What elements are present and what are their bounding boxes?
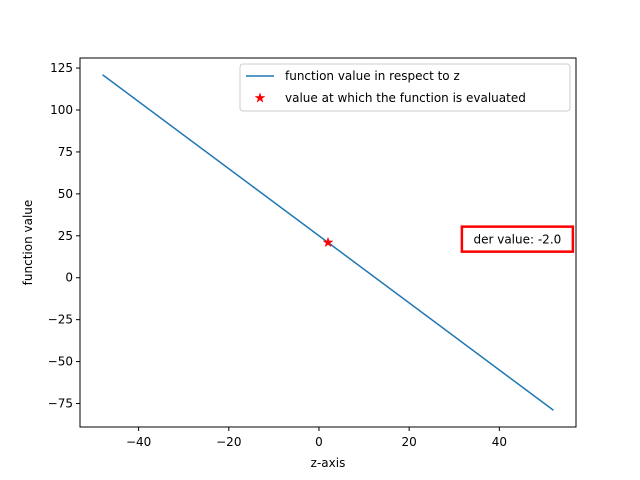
axes-frame: [79, 57, 577, 428]
x-tick-label: 20: [402, 435, 417, 449]
annotation-box: [460, 225, 575, 253]
data-layer: [102, 74, 554, 411]
evaluation-point-marker: [322, 236, 334, 248]
y-tick-label: −25: [48, 313, 73, 327]
y-tick-label: 50: [58, 187, 73, 201]
legend: function value in respect to z value at w…: [239, 63, 571, 112]
y-axis-label: function value: [21, 200, 35, 286]
x-tick-label: −40: [126, 435, 151, 449]
legend-star-swatch: [254, 92, 266, 103]
y-axis-ticks: −75 −50 −25 0 25 50 75 100 125: [48, 61, 80, 411]
y-tick-label: 25: [58, 229, 73, 243]
x-axis-label: z-axis: [311, 456, 346, 470]
y-tick-label: 100: [50, 103, 73, 117]
y-tick-label: −50: [48, 355, 73, 369]
y-tick-label: 75: [58, 145, 73, 159]
y-tick-label: 125: [50, 61, 73, 75]
annotation-text: der value: -2.0: [473, 233, 561, 247]
legend-box: [239, 63, 571, 112]
annotations: der value: -2.0: [460, 225, 575, 253]
x-axis-ticks: −40 −20 0 20 40: [126, 427, 507, 449]
x-tick-label: 0: [315, 435, 323, 449]
plot-area: −40 −20 0 20 40 −75 −50 −25 0 25 50 75 100 125: [48, 57, 577, 449]
y-tick-label: −75: [48, 397, 73, 411]
legend-entry-label: value at which the function is evaluated: [285, 91, 526, 105]
legend-entry-label: function value in respect to z: [285, 69, 460, 83]
y-tick-label: 0: [65, 271, 73, 285]
x-tick-label: −20: [216, 435, 241, 449]
x-tick-label: 40: [492, 435, 507, 449]
